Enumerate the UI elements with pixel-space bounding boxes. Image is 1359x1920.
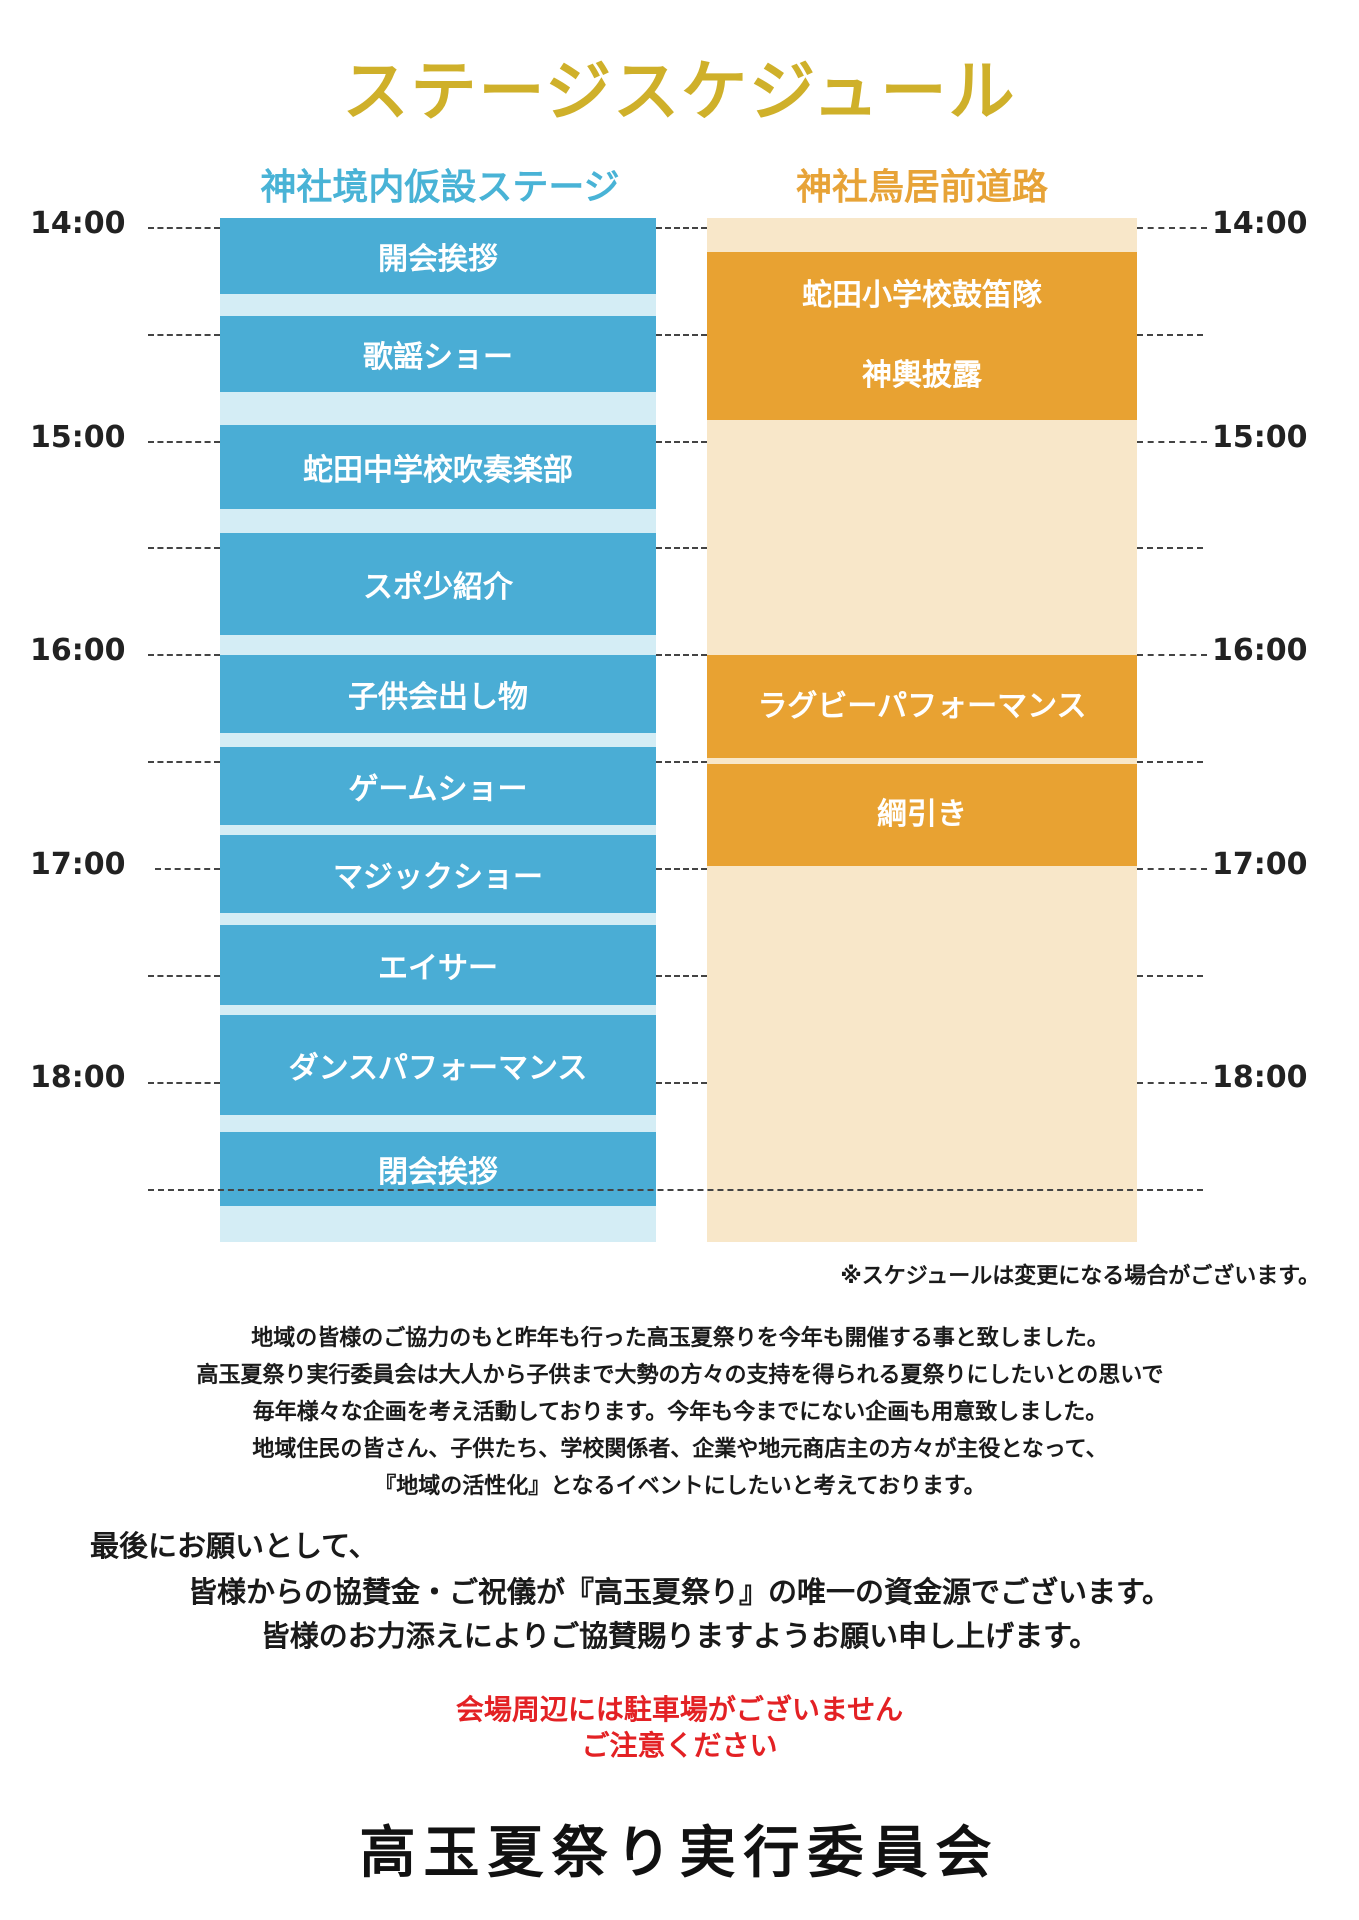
hour-guide-line: [1137, 227, 1207, 229]
half-hour-guide-line: [656, 761, 707, 763]
schedule-change-note: ※スケジュールは変更になる場合がございます。: [840, 1264, 1320, 1289]
right-event-line: ラグビーパフォーマンス: [757, 688, 1087, 724]
hour-guide-line: [1137, 868, 1207, 870]
hour-guide-line: [148, 441, 220, 443]
hour-guide-line: [155, 868, 220, 870]
left-event: 閉会挨拶: [220, 1132, 656, 1206]
half-hour-guide-line: [1137, 761, 1203, 763]
hour-guide-line: [148, 227, 220, 229]
hour-guide-line: [656, 441, 707, 443]
time-label-right: 17:00: [1212, 847, 1308, 882]
half-hour-guide-line: [1137, 975, 1203, 977]
time-label-right: 16:00: [1212, 633, 1308, 668]
left-event: ダンスパフォーマンス: [220, 1015, 656, 1115]
right-event-line: 蛇田小学校鼓笛隊: [802, 278, 1042, 313]
intro-line: 地域の皆様のご協力のもと昨年も行った高玉夏祭りを今年も開催する事と致しました。: [251, 1326, 1109, 1351]
appeal-line: 皆様のお力添えによりご協賛賜りますようお願い申し上げます。: [260, 1619, 1099, 1653]
half-hour-guide-line: [1137, 547, 1203, 549]
organizer-name: 高玉夏祭り実行委員会: [359, 1820, 1000, 1886]
warning-line: 会場周辺には駐車場がございません: [455, 1693, 904, 1726]
left-event: エイサー: [220, 925, 656, 1005]
intro-line: 『地域の活性化』となるイベントにしたいと考えております。: [374, 1474, 986, 1499]
hour-guide-line: [656, 1082, 707, 1084]
time-label-left: 17:00: [30, 847, 126, 882]
left-event: 子供会出し物: [220, 655, 656, 733]
right-event: 蛇田小学校鼓笛隊 神輿披露: [707, 252, 1137, 420]
appeal-line: 最後にお願いとして、: [90, 1529, 378, 1563]
time-label-right: 15:00: [1212, 420, 1308, 455]
page-title: ステージスケジュール: [342, 53, 1017, 130]
right-stage-title: 神社鳥居前道路: [795, 167, 1048, 208]
time-label-left: 14:00: [30, 206, 126, 241]
time-label-left: 15:00: [30, 420, 126, 455]
half-hour-guide-line: [148, 761, 220, 763]
parking-warning: 会場周辺には駐車場がございません ご注意ください: [0, 1692, 1359, 1764]
hour-guide-line: [656, 868, 707, 870]
left-event: ゲームショー: [220, 747, 656, 825]
right-event: ラグビーパフォーマンス: [707, 655, 1137, 758]
time-label-right: 18:00: [1212, 1060, 1308, 1095]
hour-guide-line: [148, 1082, 220, 1084]
half-hour-guide-line: [148, 334, 220, 336]
left-event: マジックショー: [220, 835, 656, 913]
half-hour-guide-line: [148, 975, 220, 977]
intro-paragraph: 地域の皆様のご協力のもと昨年も行った高玉夏祭りを今年も開催する事と致しました。 …: [60, 1320, 1300, 1505]
hour-guide-line: [656, 654, 707, 656]
left-event: スポ少紹介: [220, 533, 656, 635]
half-hour-guide-line: [148, 547, 220, 549]
hour-guide-line: [1137, 441, 1207, 443]
right-event-line: 神輿披露: [862, 358, 982, 393]
half-hour-guide-line: [148, 1189, 1203, 1191]
left-stage-title: 神社境内仮設ステージ: [260, 167, 620, 208]
right-event: 綱引き: [707, 764, 1137, 866]
left-event: 蛇田中学校吹奏楽部: [220, 425, 656, 509]
time-label-left: 18:00: [30, 1060, 126, 1095]
intro-line: 毎年様々な企画を考え活動しております。今年も今までにない企画も用意致しました。: [252, 1400, 1108, 1425]
half-hour-guide-line: [1137, 334, 1203, 336]
half-hour-guide-line: [656, 334, 707, 336]
left-event: 開会挨拶: [220, 218, 656, 294]
time-label-left: 16:00: [30, 633, 126, 668]
left-event: 歌謡ショー: [220, 316, 656, 392]
warning-line: ご注意ください: [581, 1729, 778, 1762]
hour-guide-line: [1137, 1082, 1207, 1084]
hour-guide-line: [1137, 654, 1207, 656]
appeal-line: 皆様からの協賛金・ご祝儀が『高玉夏祭り』の唯一の資金源でございます。: [187, 1575, 1172, 1609]
hour-guide-line: [148, 654, 220, 656]
time-label-right: 14:00: [1212, 206, 1308, 241]
intro-line: 地域住民の皆さん、子供たち、学校関係者、企業や地元商店主の方々が主役となって、: [252, 1437, 1108, 1462]
hour-guide-line: [656, 227, 707, 229]
half-hour-guide-line: [656, 547, 707, 549]
half-hour-guide-line: [656, 975, 707, 977]
intro-line: 高玉夏祭り実行委員会は大人から子供まで大勢の方々の支持を得られる夏祭りにしたいと…: [196, 1363, 1164, 1388]
right-event-line: 綱引き: [877, 797, 967, 832]
